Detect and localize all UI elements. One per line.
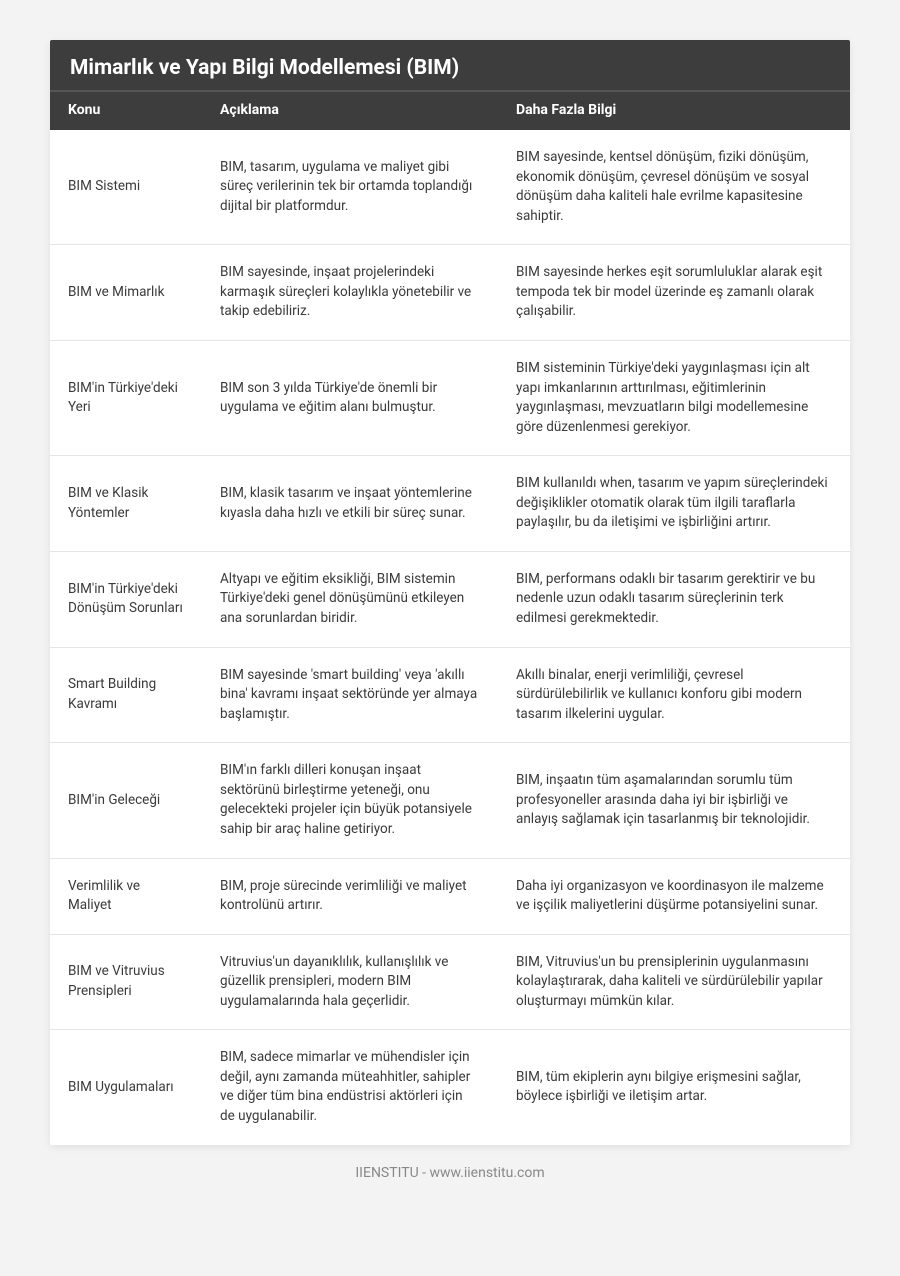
table-row: BIM ve Vitruvius Prensipleri Vitruvius'u… (50, 934, 850, 1030)
col-header-more: Daha Fazla Bilgi (498, 92, 850, 130)
table-row: BIM'in Türkiye'deki Yeri BIM son 3 yılda… (50, 340, 850, 455)
cell-topic: BIM'in Türkiye'deki Yeri (50, 340, 202, 455)
bim-table: BIM Sistemi BIM, tasarım, uygulama ve ma… (50, 130, 850, 1145)
table-row: BIM'in Geleceği BIM'ın farklı dilleri ko… (50, 743, 850, 858)
cell-desc: BIM, klasik tasarım ve inşaat yöntemleri… (202, 456, 498, 552)
footer-text: IIENSTITU - www.iienstitu.com (50, 1145, 850, 1181)
cell-topic: BIM'in Geleceği (50, 743, 202, 858)
cell-topic: BIM'in Türkiye'deki Dönüşüm Sorunları (50, 551, 202, 647)
cell-desc: Altyapı ve eğitim eksikliği, BIM sistemi… (202, 551, 498, 647)
cell-more: BIM sisteminin Türkiye'deki yaygınlaşmas… (498, 340, 850, 455)
content-card: Mimarlık ve Yapı Bilgi Modellemesi (BIM)… (50, 40, 850, 1145)
cell-desc: BIM sayesinde, inşaat projelerindeki kar… (202, 245, 498, 341)
col-header-desc: Açıklama (202, 92, 498, 130)
cell-desc: BIM'ın farklı dilleri konuşan inşaat sek… (202, 743, 498, 858)
cell-desc: BIM, tasarım, uygulama ve maliyet gibi s… (202, 130, 498, 245)
cell-more: BIM sayesinde herkes eşit sorumluluklar … (498, 245, 850, 341)
cell-more: Daha iyi organizasyon ve koordinasyon il… (498, 858, 850, 934)
table-body: BIM Sistemi BIM, tasarım, uygulama ve ma… (50, 130, 850, 1145)
cell-topic: BIM ve Klasik Yöntemler (50, 456, 202, 552)
cell-topic: BIM ve Mimarlık (50, 245, 202, 341)
cell-topic: BIM Uygulamaları (50, 1030, 202, 1145)
cell-desc: BIM, sadece mimarlar ve mühendisler için… (202, 1030, 498, 1145)
cell-more: BIM, tüm ekiplerin aynı bilgiye erişmesi… (498, 1030, 850, 1145)
table-row: BIM Uygulamaları BIM, sadece mimarlar ve… (50, 1030, 850, 1145)
cell-topic: Verimlilik ve Maliyet (50, 858, 202, 934)
cell-more: BIM, performans odaklı bir tasarım gerek… (498, 551, 850, 647)
table-row: BIM Sistemi BIM, tasarım, uygulama ve ma… (50, 130, 850, 245)
cell-desc: BIM son 3 yılda Türkiye'de önemli bir uy… (202, 340, 498, 455)
cell-more: BIM sayesinde, kentsel dönüşüm, fiziki d… (498, 130, 850, 245)
cell-desc: BIM, proje sürecinde verimliliği ve mali… (202, 858, 498, 934)
table-row: BIM'in Türkiye'deki Dönüşüm Sorunları Al… (50, 551, 850, 647)
table-row: BIM ve Klasik Yöntemler BIM, klasik tasa… (50, 456, 850, 552)
cell-desc: Vitruvius'un dayanıklılık, kullanışlılık… (202, 934, 498, 1030)
cell-topic: BIM ve Vitruvius Prensipleri (50, 934, 202, 1030)
table-row: Smart Building Kavramı BIM sayesinde 'sm… (50, 647, 850, 743)
cell-more: BIM, inşaatın tüm aşamalarından sorumlu … (498, 743, 850, 858)
cell-topic: Smart Building Kavramı (50, 647, 202, 743)
page-title: Mimarlık ve Yapı Bilgi Modellemesi (BIM) (50, 40, 850, 92)
table-row: Verimlilik ve Maliyet BIM, proje sürecin… (50, 858, 850, 934)
table-header-row: Konu Açıklama Daha Fazla Bilgi (50, 92, 850, 130)
col-header-topic: Konu (50, 92, 202, 130)
table-row: BIM ve Mimarlık BIM sayesinde, inşaat pr… (50, 245, 850, 341)
cell-more: Akıllı binalar, enerji verimliliği, çevr… (498, 647, 850, 743)
cell-desc: BIM sayesinde 'smart building' veya 'akı… (202, 647, 498, 743)
cell-more: BIM, Vitruvius'un bu prensiplerinin uygu… (498, 934, 850, 1030)
cell-more: BIM kullanıldı when, tasarım ve yapım sü… (498, 456, 850, 552)
cell-topic: BIM Sistemi (50, 130, 202, 245)
